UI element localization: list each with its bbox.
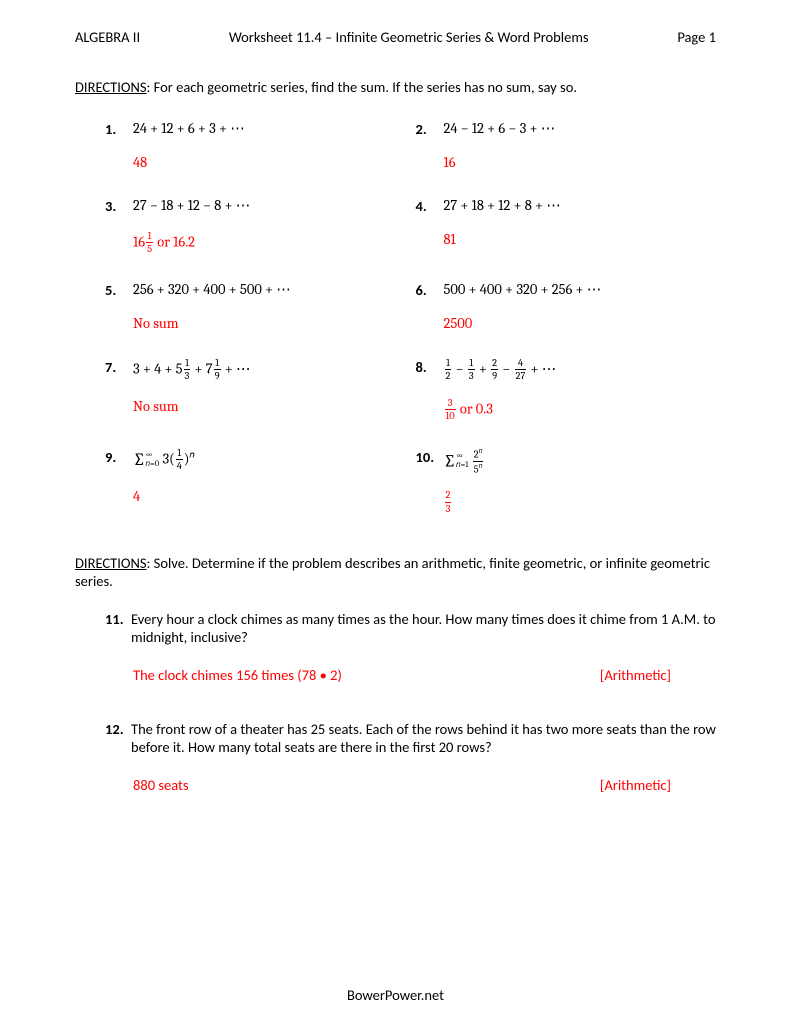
problem-10: 10. ∑∞𝑛=1 2𝑛5𝑛 23 bbox=[416, 448, 717, 515]
problem-answer: 4 bbox=[105, 488, 406, 505]
problem-text: Every hour a clock chimes as many times … bbox=[131, 610, 716, 646]
problem-8: 8. 12 − 13 + 29 − 427 + ⋯ 310 or 0.3 bbox=[416, 358, 717, 422]
problem-number: 9. bbox=[105, 448, 125, 466]
problems-grid: 1. 24 + 12 + 6 + 3 + ⋯ 48 2. 24 − 12 + 6… bbox=[75, 120, 716, 540]
problem-answer: 880 seats bbox=[133, 776, 189, 794]
directions-2: DIRECTIONS: Solve. Determine if the prob… bbox=[75, 554, 716, 590]
problem-answer: 48 bbox=[105, 154, 406, 171]
problem-type: [Arithmetic] bbox=[600, 776, 671, 794]
problem-answer: 2500 bbox=[416, 315, 717, 332]
directions-text: : Solve. Determine if the problem descri… bbox=[75, 554, 710, 590]
problem-number: 11. bbox=[105, 610, 125, 646]
directions-text: : For each geometric series, find the su… bbox=[147, 78, 578, 96]
problem-expression: 24 − 12 + 6 − 3 + ⋯ bbox=[444, 120, 556, 137]
page-footer: BowerPower.net bbox=[0, 986, 791, 1004]
problem-number: 4. bbox=[416, 197, 436, 215]
header-page: Page 1 bbox=[677, 28, 716, 46]
problem-3: 3. 27 − 18 + 12 − 8 + ⋯ 1615 or 16.2 bbox=[105, 197, 406, 255]
problem-expression: ∑∞𝑛=0 3(14)𝑛 bbox=[133, 448, 194, 472]
problem-expression: 12 − 13 + 29 − 427 + ⋯ bbox=[444, 358, 557, 382]
problem-answer: 23 bbox=[416, 490, 717, 514]
problem-text: The front row of a theater has 25 seats.… bbox=[131, 720, 716, 756]
problem-expression: 3 + 4 + 513 + 719 + ⋯ bbox=[133, 358, 251, 382]
problem-answer: No sum bbox=[105, 315, 406, 332]
word-problem-12: 12. The front row of a theater has 25 se… bbox=[75, 720, 716, 794]
problem-4: 4. 27 + 18 + 12 + 8 + ⋯ 81 bbox=[416, 197, 717, 255]
page-header: ALGEBRA II Worksheet 11.4 – Infinite Geo… bbox=[75, 28, 716, 46]
directions-1: DIRECTIONS: For each geometric series, f… bbox=[75, 78, 716, 96]
problem-answer: 81 bbox=[416, 231, 717, 248]
problem-expression: 24 + 12 + 6 + 3 + ⋯ bbox=[133, 120, 245, 137]
problem-expression: 256 + 320 + 400 + 500 + ⋯ bbox=[133, 281, 291, 298]
problem-expression: 27 + 18 + 12 + 8 + ⋯ bbox=[444, 197, 561, 214]
problem-9: 9. ∑∞𝑛=0 3(14)𝑛 4 bbox=[105, 448, 406, 515]
problem-6: 6. 500 + 400 + 320 + 256 + ⋯ 2500 bbox=[416, 281, 717, 332]
problem-2: 2. 24 − 12 + 6 − 3 + ⋯ 16 bbox=[416, 120, 717, 171]
word-problem-11: 11. Every hour a clock chimes as many ti… bbox=[75, 610, 716, 684]
problem-number: 5. bbox=[105, 281, 125, 299]
problem-5: 5. 256 + 320 + 400 + 500 + ⋯ No sum bbox=[105, 281, 406, 332]
problem-expression: 27 − 18 + 12 − 8 + ⋯ bbox=[133, 197, 250, 214]
problem-number: 3. bbox=[105, 197, 125, 215]
problem-answer: 310 or 0.3 bbox=[416, 398, 717, 422]
problem-number: 6. bbox=[416, 281, 436, 299]
header-title: Worksheet 11.4 – Infinite Geometric Seri… bbox=[229, 28, 589, 46]
problem-expression: 500 + 400 + 320 + 256 + ⋯ bbox=[444, 281, 602, 298]
problem-number: 8. bbox=[416, 358, 436, 376]
problem-number: 10. bbox=[416, 448, 436, 466]
problem-number: 12. bbox=[105, 720, 125, 756]
problem-answer: 16 bbox=[416, 154, 717, 171]
directions-label: DIRECTIONS bbox=[75, 554, 147, 572]
problem-answer: No sum bbox=[105, 398, 406, 415]
problem-answer: The clock chimes 156 times (78 • 2) bbox=[133, 666, 342, 684]
problem-type: [Arithmetic] bbox=[600, 666, 671, 684]
problem-expression: ∑∞𝑛=1 2𝑛5𝑛 bbox=[444, 448, 485, 475]
problem-number: 7. bbox=[105, 358, 125, 376]
problem-7: 7. 3 + 4 + 513 + 719 + ⋯ No sum bbox=[105, 358, 406, 422]
directions-label: DIRECTIONS bbox=[75, 78, 147, 96]
header-course: ALGEBRA II bbox=[75, 28, 140, 46]
problem-answer: 1615 or 16.2 bbox=[105, 231, 406, 255]
problem-1: 1. 24 + 12 + 6 + 3 + ⋯ 48 bbox=[105, 120, 406, 171]
problem-number: 2. bbox=[416, 120, 436, 138]
problem-number: 1. bbox=[105, 120, 125, 138]
